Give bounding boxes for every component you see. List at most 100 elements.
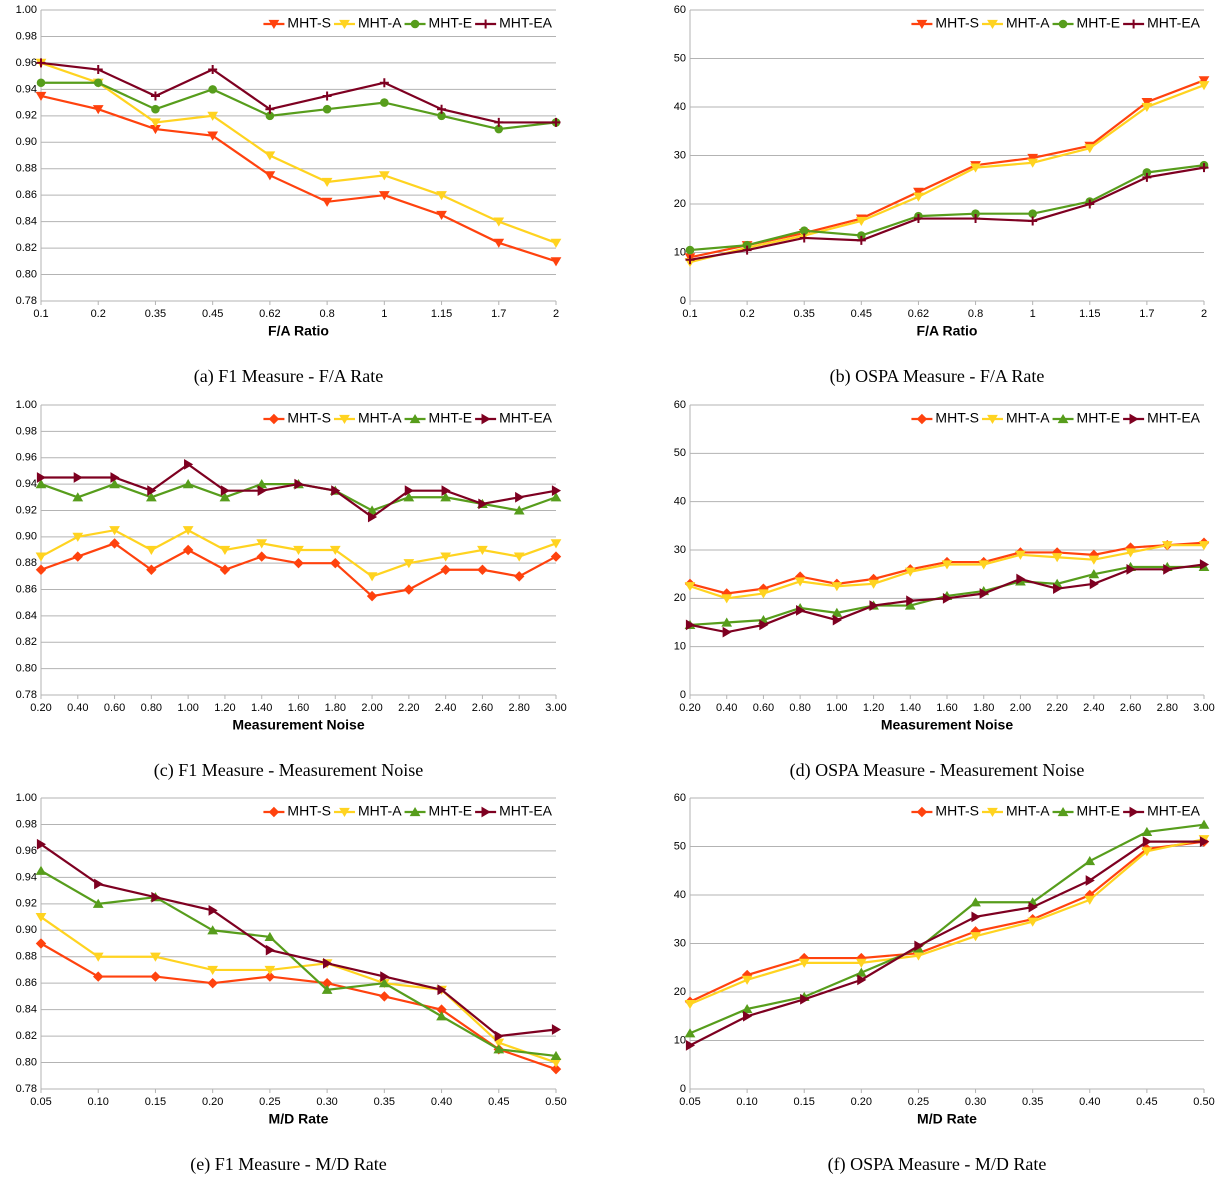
- point: [366, 572, 378, 582]
- point: [1053, 583, 1063, 595]
- point: [322, 104, 332, 114]
- x-tick-label: 0.40: [67, 702, 88, 714]
- y-tick-label: 0.98: [16, 425, 37, 437]
- point: [1028, 216, 1038, 226]
- legend-label: MHT-EA: [1147, 803, 1201, 819]
- point: [72, 551, 83, 562]
- point: [207, 131, 219, 141]
- point: [722, 626, 732, 638]
- point: [906, 595, 916, 607]
- point: [1199, 163, 1209, 173]
- y-tick-label: 0.86: [16, 977, 37, 989]
- legend-marker: [1057, 413, 1069, 424]
- point: [182, 526, 194, 536]
- point: [1051, 553, 1063, 563]
- point: [550, 1063, 562, 1075]
- point: [1028, 209, 1037, 218]
- point: [1142, 172, 1152, 182]
- point: [478, 498, 488, 510]
- x-tick-label: 0.35: [1022, 1096, 1043, 1108]
- point: [145, 545, 157, 556]
- point: [264, 971, 276, 982]
- point: [1084, 144, 1096, 154]
- legend-label: MHT-S: [935, 15, 979, 31]
- point: [1141, 98, 1153, 108]
- point: [913, 187, 924, 197]
- x-axis-label: M/D Rate: [917, 1111, 977, 1127]
- legend-marker: [339, 19, 350, 30]
- legend-marker: [339, 807, 350, 818]
- point: [378, 978, 390, 988]
- point: [799, 233, 809, 243]
- x-axis-label: F/A Ratio: [917, 323, 978, 339]
- point: [971, 214, 981, 224]
- point: [146, 564, 157, 575]
- point: [72, 492, 84, 502]
- x-tick-label: 0.1: [33, 308, 48, 320]
- point: [147, 485, 157, 497]
- point: [721, 617, 733, 627]
- x-tick-label: 0.10: [736, 1096, 757, 1108]
- point: [322, 91, 332, 101]
- x-tick-label: 0.15: [145, 1096, 166, 1108]
- point: [550, 539, 562, 549]
- point: [207, 965, 219, 975]
- x-tick-label: 2: [1201, 308, 1207, 320]
- y-tick-label: 0.78: [16, 295, 37, 307]
- point: [493, 238, 505, 248]
- y-tick-label: 0.92: [16, 898, 37, 910]
- series-line: [41, 81, 557, 131]
- x-tick-label: 0.25: [908, 1096, 929, 1108]
- point: [685, 1039, 696, 1051]
- series-line: [40, 869, 557, 1058]
- x-tick-label: 0.40: [1079, 1096, 1100, 1108]
- point: [182, 544, 194, 556]
- x-tick-label: 1.60: [936, 702, 957, 714]
- series-line: [40, 61, 556, 124]
- x-tick-label: 2: [553, 308, 559, 320]
- x-tick-label: 2.40: [1083, 702, 1104, 714]
- y-tick-label: 0.88: [16, 951, 37, 963]
- x-axis-label: Measurement Noise: [881, 717, 1013, 733]
- series-line: [689, 166, 1205, 261]
- x-tick-label: 0.62: [908, 308, 929, 320]
- y-tick-label: 10: [674, 641, 686, 653]
- point: [264, 965, 276, 975]
- point: [294, 478, 304, 490]
- point: [182, 479, 194, 489]
- x-tick-label: 0.8: [968, 308, 983, 320]
- y-tick-label: 0: [680, 1083, 686, 1095]
- y-tick-label: 0.96: [16, 845, 37, 857]
- point: [685, 619, 696, 631]
- point: [742, 245, 752, 255]
- point: [1163, 563, 1173, 575]
- y-tick-label: 0.90: [16, 136, 37, 148]
- point: [1027, 158, 1039, 168]
- y-tick-label: 0.86: [16, 189, 37, 201]
- caption: (b) OSPA Measure - F/A Rate: [830, 366, 1045, 387]
- point: [440, 564, 451, 575]
- x-tick-label: 3.00: [545, 702, 566, 714]
- series-line: [689, 840, 1204, 1047]
- point: [331, 485, 341, 497]
- legend-marker: [268, 19, 280, 30]
- point: [208, 65, 218, 75]
- point: [914, 940, 924, 952]
- point: [440, 492, 452, 502]
- point: [1027, 917, 1039, 927]
- point: [379, 991, 390, 1002]
- series-line: [40, 916, 557, 1064]
- point: [855, 967, 867, 977]
- x-tick-label: 1.40: [251, 702, 272, 714]
- x-tick-label: 0.25: [259, 1096, 280, 1108]
- x-tick-label: 0.40: [716, 702, 737, 714]
- point: [35, 479, 47, 489]
- legend-label: MHT-EA: [499, 803, 553, 819]
- x-tick-label: 0.60: [753, 702, 774, 714]
- point: [1198, 819, 1210, 829]
- point: [513, 505, 525, 515]
- legend: MHT-EA MHT-E MHT-A MHT-S: [263, 803, 553, 819]
- point: [941, 560, 953, 570]
- point: [1085, 875, 1095, 886]
- x-axis-label: M/D Rate: [269, 1111, 329, 1127]
